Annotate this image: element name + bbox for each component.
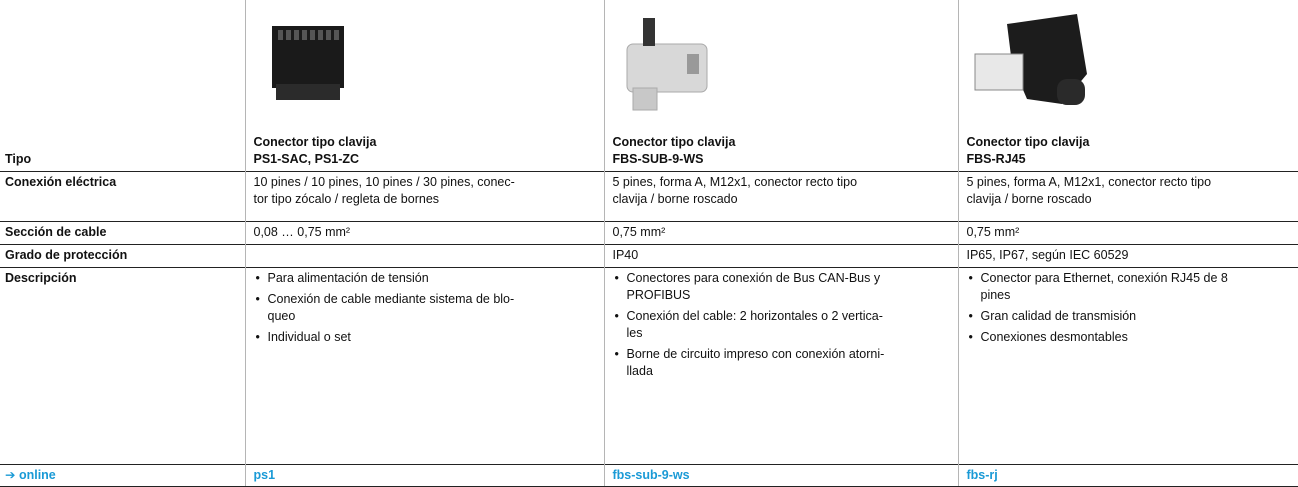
online-cell: fbs-sub-9-ws — [603, 464, 958, 487]
description-cell: Conectores para conexión de Bus CAN-Bus … — [603, 267, 958, 465]
row-label: Sección de cable — [0, 221, 245, 245]
spec-row: Conexión eléctrica 10 pines / 10 pines, 1… — [0, 171, 1298, 222]
spec-cell: 5 pines, forma A, M12x1, conector recto … — [603, 171, 958, 222]
spec-cell: 0,08 … 0,75 mm² — [244, 221, 604, 245]
type-label: Tipo — [5, 152, 32, 166]
bullet-line: Conectores para conexión de Bus CAN-Bus … — [626, 271, 881, 285]
product-image — [626, 18, 707, 111]
spec-cell: 0,75 mm² — [957, 221, 1298, 245]
product-image — [271, 26, 344, 100]
spec-cell — [244, 244, 604, 268]
bullet-item: Conexión del cable: 2 horizontales o 2 v… — [613, 308, 950, 342]
bullet-line: PROFIBUS — [626, 288, 691, 302]
bullet-line: llada — [626, 364, 653, 378]
online-cell: ps1 — [244, 464, 604, 487]
column-model: FBS-SUB-9-WS — [612, 152, 704, 166]
bullet-line: Para alimentación de tensión — [267, 271, 429, 285]
column-model: PS1-SAC, PS1-ZC — [253, 152, 360, 166]
online-link[interactable]: fbs-sub-9-ws — [612, 468, 690, 482]
spec-cell: 0,75 mm² — [603, 221, 958, 245]
online-link[interactable]: ps1 — [253, 468, 276, 482]
spec-row: Sección de cable 0,08 … 0,75 mm² 0,75 mm² 0… — [0, 221, 1298, 245]
column-header: Conector tipo clavija PS1-SAC, PS1-ZC — [244, 0, 604, 172]
bullet-item: Conector para Ethernet, conexión RJ45 de… — [967, 270, 1291, 304]
bullet-line: queo — [267, 309, 296, 323]
bullet-item: Borne de circuito impreso con conexión a… — [613, 346, 950, 380]
spec-cell: IP65, IP67, según IEC 60529 — [957, 244, 1298, 268]
cell-line: IP65, IP67, según IEC 60529 — [966, 248, 1129, 262]
row-label: Conexión eléctrica — [0, 171, 245, 222]
bullet-item: Gran calidad de transmisión — [967, 308, 1291, 325]
description-row: Descripción Para alimentación de tensión C… — [0, 267, 1298, 465]
online-label: ➔ online — [0, 464, 245, 487]
bullet-list: Conectores para conexión de Bus CAN-Bus … — [613, 270, 950, 380]
spec-cell: 10 pines / 10 pines, 10 pines / 30 pines… — [244, 171, 604, 222]
bullet-item: Conectores para conexión de Bus CAN-Bus … — [613, 270, 950, 304]
cell-line: 5 pines, forma A, M12x1, conector recto … — [966, 175, 1212, 189]
bullet-item: Para alimentación de tensión — [254, 270, 596, 287]
online-row: ➔ online ps1 fbs-sub-9-ws fbs-rj — [0, 464, 1298, 487]
bullet-item: Individual o set — [254, 329, 596, 346]
bullet-item: Conexiones desmontables — [967, 329, 1291, 346]
column-header: Conector tipo clavija FBS-RJ45 — [957, 0, 1298, 172]
cell-line: 0,08 … 0,75 mm² — [253, 225, 351, 239]
cell-line: 10 pines / 10 pines, 10 pines / 30 pines… — [253, 175, 515, 189]
column-header: Conector tipo clavija FBS-SUB-9-WS — [603, 0, 958, 172]
cell-line: IP40 — [612, 248, 639, 262]
bullet-line: les — [626, 326, 643, 340]
bullet-line: Conexión del cable: 2 horizontales o 2 v… — [626, 309, 883, 323]
online-cell: fbs-rj — [957, 464, 1298, 487]
spec-cell: 5 pines, forma A, M12x1, conector recto … — [957, 171, 1298, 222]
bullet-item: Conexión de cable mediante sistema de bl… — [254, 291, 596, 325]
row-label: Grado de protección — [0, 244, 245, 268]
bullet-line: Borne de circuito impreso con conexión a… — [626, 347, 885, 361]
column-model: FBS-RJ45 — [966, 152, 1026, 166]
cell-line: clavija / borne roscado — [966, 192, 1092, 206]
bullet-list: Para alimentación de tensión Conexión de … — [254, 270, 596, 346]
column-title: Conector tipo clavija — [966, 135, 1090, 149]
product-image — [974, 14, 1087, 105]
spec-row: Grado de protección IP40 IP65, IP67, según… — [0, 244, 1298, 268]
bullet-line: Conexiones desmontables — [980, 330, 1128, 344]
cell-line: tor tipo zócalo / regleta de bornes — [253, 192, 440, 206]
bullet-line: Gran calidad de transmisión — [980, 309, 1137, 323]
cell-line: 0,75 mm² — [966, 225, 1020, 239]
header-row: Tipo Conector tipo clavija PS1-SAC, PS1-… — [0, 0, 1298, 172]
description-cell: Conector para Ethernet, conexión RJ45 de… — [957, 267, 1298, 465]
spec-cell: IP40 — [603, 244, 958, 268]
description-cell: Para alimentación de tensión Conexión de … — [244, 267, 604, 465]
cell-line: 0,75 mm² — [612, 225, 666, 239]
bullet-line: Individual o set — [267, 330, 351, 344]
cell-line: clavija / borne roscado — [612, 192, 738, 206]
cell-line: 5 pines, forma A, M12x1, conector recto … — [612, 175, 858, 189]
bullet-line: Conector para Ethernet, conexión RJ45 de… — [980, 271, 1228, 285]
bullet-line: pines — [980, 288, 1011, 302]
column-title: Conector tipo clavija — [612, 135, 736, 149]
row-label: Descripción — [0, 267, 245, 465]
bullet-line: Conexión de cable mediante sistema de bl… — [267, 292, 515, 306]
column-title: Conector tipo clavija — [253, 135, 377, 149]
bullet-list: Conector para Ethernet, conexión RJ45 de… — [967, 270, 1291, 346]
online-link[interactable]: fbs-rj — [966, 468, 998, 482]
